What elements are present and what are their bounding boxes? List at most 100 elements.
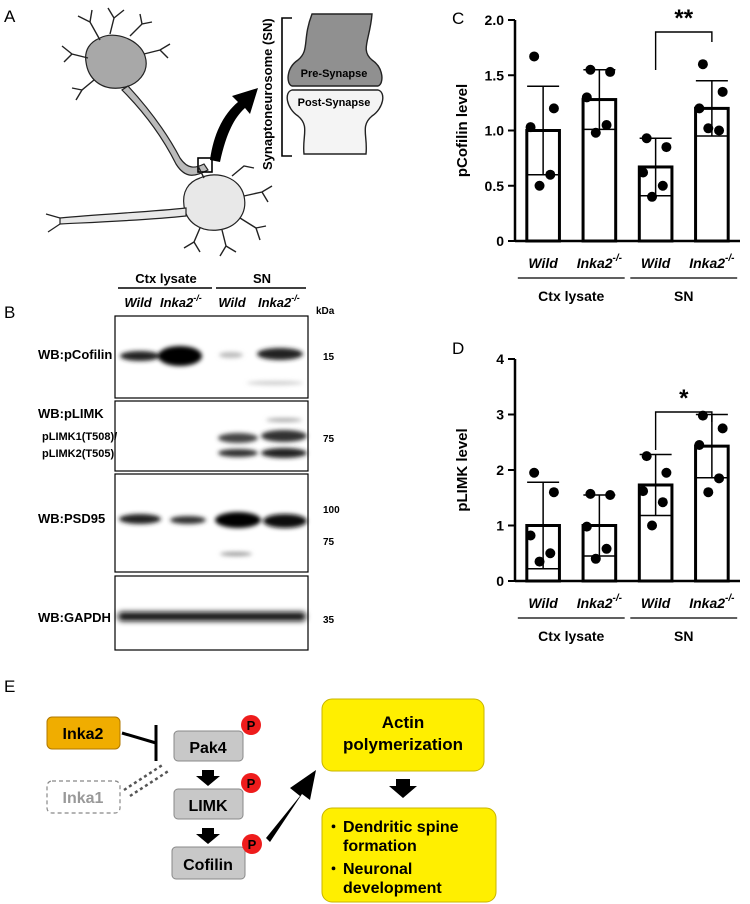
- outcome1-line2: formation: [343, 838, 417, 855]
- y-tick-label: 0: [496, 233, 504, 249]
- band: [247, 381, 303, 385]
- sn-label: Synaptoneurosome (SN): [260, 18, 275, 170]
- sn-bracket: [281, 17, 292, 157]
- lane-wild-2: Wild: [218, 295, 246, 310]
- data-point: [601, 543, 612, 554]
- data-point: [657, 497, 668, 508]
- node-actin-line1: Actin: [382, 713, 425, 732]
- band: [170, 516, 206, 524]
- node-actin-line2: polymerization: [343, 735, 463, 754]
- band: [158, 346, 202, 366]
- significance-stars: *: [679, 385, 689, 412]
- group-label: SN: [674, 628, 693, 644]
- arrow-cofilin-actin: [266, 770, 316, 842]
- lower-axon: [59, 207, 187, 225]
- x-tick-label: Wild: [641, 595, 671, 611]
- x-tick-label: Wild: [641, 255, 671, 271]
- y-tick-label: 1: [496, 518, 504, 534]
- phospho-pak4-label: P: [247, 718, 256, 733]
- band: [218, 449, 258, 457]
- node-outcomes: [321, 807, 497, 903]
- group-label: SN: [674, 288, 693, 304]
- data-point: [534, 180, 545, 191]
- bands-gapdh: [118, 612, 306, 621]
- neuron-illustration: [85, 34, 209, 176]
- data-point: [601, 119, 612, 130]
- svg-text:Inka2-/-: Inka2-/-: [160, 293, 202, 310]
- data-point: [661, 142, 672, 153]
- outcome2-line1: Neuronal: [343, 861, 412, 878]
- data-point: [585, 64, 596, 75]
- data-point: [703, 487, 714, 498]
- outcome2-line2: development: [343, 880, 442, 897]
- y-tick-label: 2: [496, 462, 504, 478]
- marker-15: 15: [323, 352, 335, 363]
- phospho-cofilin-label: P: [248, 837, 257, 852]
- data-point: [585, 488, 596, 499]
- outcome1-line1: Dendritic spine: [343, 819, 459, 836]
- data-point: [525, 530, 536, 541]
- data-point: [590, 127, 601, 138]
- x-tick-label: Wild: [528, 595, 558, 611]
- data-point: [697, 59, 708, 70]
- phospho-limk: [241, 773, 261, 793]
- band: [219, 352, 243, 358]
- group-ctx-lysate: Ctx lysate: [135, 271, 196, 286]
- panel-letter-c: C: [452, 9, 464, 28]
- lower-soma: [183, 174, 246, 231]
- blot-sublabel-plimk2: pLIMK2(T505): [42, 448, 114, 460]
- bands-psd95: [119, 512, 307, 556]
- synaptoneurosome: Synaptoneurosome (SN) Pre-Synapse Post-S…: [260, 13, 384, 170]
- significance-bracket: [654, 31, 713, 70]
- pre-synapse-label: Pre-Synapse: [301, 68, 368, 80]
- band: [118, 612, 306, 621]
- lower-neuron: [45, 165, 273, 257]
- outcome-bullet-1: ・: [326, 819, 341, 836]
- y-tick-label: 1.5: [485, 67, 505, 83]
- data-point: [534, 556, 545, 567]
- y-tick-label: 2.0: [485, 12, 505, 28]
- data-point: [548, 103, 559, 114]
- data-point: [581, 92, 592, 103]
- panel-letter-a: A: [4, 7, 16, 26]
- data-point: [717, 423, 728, 434]
- lane-wild-1: Wild: [124, 295, 152, 310]
- blot-label-plimk: WB:pLIMK: [38, 406, 104, 421]
- bands-pcofilin: [120, 346, 303, 385]
- data-point: [638, 167, 649, 178]
- y-axis-label: pLIMK level: [454, 428, 471, 511]
- post-synapse-label: Post-Synapse: [298, 97, 371, 109]
- data-point: [717, 86, 728, 97]
- band: [257, 348, 303, 360]
- arrow-actin-outcomes: [389, 779, 417, 798]
- data-point: [694, 103, 705, 114]
- blot-labels: WB:pCofilin WB:pLIMK pLIMK1(T508)/ pLIMK…: [38, 347, 117, 625]
- data-point: [529, 51, 540, 62]
- panel-letter-e: E: [4, 677, 15, 696]
- blot-label-gapdh: WB:GAPDH: [38, 610, 111, 625]
- svg-text:Inka2-/-: Inka2-/-: [258, 293, 300, 310]
- node-limk: [173, 788, 244, 820]
- chart-pcofilin: 0 0.5 1.0 1.5 2.0 pCofilin level Wild Inka2-/- W…: [454, 5, 740, 304]
- lane-ko-2: Inka2-/-: [258, 293, 300, 310]
- data-point: [714, 125, 725, 136]
- magnification-box: [197, 157, 213, 173]
- data-point: [548, 487, 559, 498]
- data-point: [525, 122, 536, 133]
- data-point: [545, 169, 556, 180]
- magnification-arrow: [210, 88, 258, 162]
- chart-plimk: 0 1 2 3 4 pLIMK level Wild Inka2-/- Wild Inka2-/-…: [454, 351, 740, 644]
- data-point: [641, 133, 652, 144]
- node-inka1-label: Inka1: [63, 790, 104, 807]
- post-synapse-shape: [286, 89, 384, 155]
- x-tick-label: Inka2-/-: [689, 593, 735, 611]
- band: [261, 430, 307, 442]
- inhibition-inka1: [123, 762, 165, 792]
- data-point: [697, 410, 708, 421]
- node-cofilin-label: Cofilin: [183, 857, 233, 874]
- band: [120, 351, 160, 361]
- phospho-cofilin: [242, 834, 262, 854]
- y-tick-label: 1.0: [485, 123, 505, 139]
- band: [119, 514, 161, 524]
- band: [261, 448, 307, 458]
